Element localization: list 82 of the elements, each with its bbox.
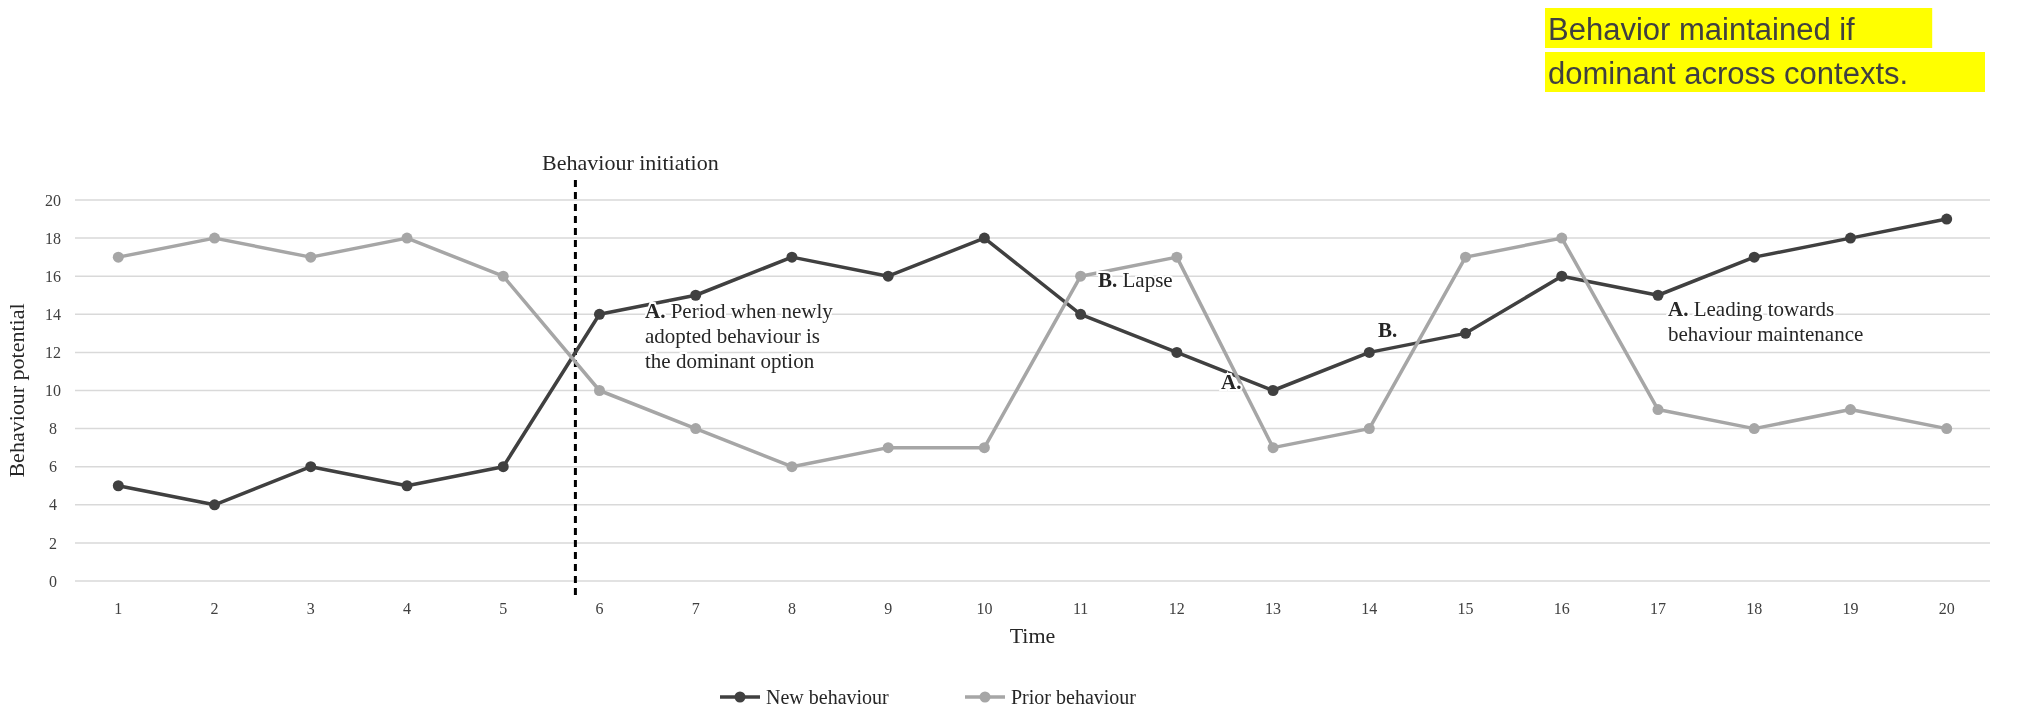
x-tick-label: 11 xyxy=(1072,600,1089,617)
x-tick-label: 2 xyxy=(210,600,219,617)
point xyxy=(209,232,221,244)
x-axis-title: Time xyxy=(1009,623,1056,648)
legend-label: New behaviour xyxy=(766,686,890,708)
point xyxy=(1748,251,1760,263)
point xyxy=(1652,289,1664,301)
point xyxy=(497,270,509,282)
x-tick-label: 19 xyxy=(1842,600,1859,617)
point xyxy=(1844,232,1856,244)
x-tick-label: 1 xyxy=(114,600,123,617)
x-tick-label: 20 xyxy=(1938,600,1955,617)
y-tick-label: 18 xyxy=(45,229,61,247)
y-tick-label: 12 xyxy=(45,344,61,361)
x-tick-label: 7 xyxy=(691,600,700,617)
point xyxy=(401,480,413,492)
point xyxy=(978,232,990,244)
point xyxy=(1460,327,1472,339)
point xyxy=(1941,423,1953,435)
x-tick-label: 9 xyxy=(884,600,893,617)
legend-label: Prior behaviour xyxy=(1011,686,1137,708)
x-tick-label: 3 xyxy=(306,600,315,617)
point xyxy=(1363,423,1375,435)
x-tick-label: 18 xyxy=(1746,600,1763,617)
annotation: B. xyxy=(1378,318,1398,342)
x-tick-label: 16 xyxy=(1553,600,1570,617)
point xyxy=(112,480,124,492)
point xyxy=(593,385,605,396)
point xyxy=(1556,232,1568,244)
ref-line-label: Behaviour initiation xyxy=(542,150,719,175)
point xyxy=(209,499,221,511)
point xyxy=(305,461,317,473)
x-tick-label: 5 xyxy=(499,600,508,617)
x-tick-label: 13 xyxy=(1265,600,1282,617)
point xyxy=(1171,251,1183,263)
point xyxy=(1748,423,1760,435)
point xyxy=(305,251,317,263)
x-tick-label: 8 xyxy=(787,600,796,617)
point xyxy=(1460,251,1472,263)
point xyxy=(593,308,605,320)
point xyxy=(690,423,702,435)
point xyxy=(112,251,124,263)
y-tick-label: 14 xyxy=(45,305,61,323)
y-tick-label: 16 xyxy=(45,267,61,285)
y-axis-title: Behaviour potential xyxy=(4,303,29,478)
point xyxy=(1075,270,1087,282)
y-tick-label: 2 xyxy=(49,534,57,552)
point xyxy=(690,289,702,301)
annotation: B. Lapse xyxy=(1098,268,1173,292)
point xyxy=(1267,385,1279,396)
point xyxy=(1844,404,1856,416)
point xyxy=(882,442,894,454)
point xyxy=(1363,346,1375,358)
annotation: A. Period when newly adopted behaviour is the dominant option xyxy=(645,299,834,373)
y-tick-label: 0 xyxy=(49,572,57,590)
point xyxy=(882,270,894,282)
x-tick-label: 17 xyxy=(1650,600,1666,617)
x-tick-label: 4 xyxy=(403,600,411,617)
x-tick-label: 12 xyxy=(1168,600,1185,617)
point xyxy=(1652,404,1664,416)
point xyxy=(1556,270,1568,282)
text: Behavior maintained if dominant across contexts. xyxy=(1548,12,1909,91)
point xyxy=(1171,346,1183,358)
point xyxy=(497,461,509,473)
y-tick-label: 6 xyxy=(49,458,57,476)
point xyxy=(978,442,990,454)
y-tick-label: 10 xyxy=(45,382,61,400)
y-tick-label: 20 xyxy=(45,191,61,209)
point xyxy=(401,232,413,244)
x-tick-label: 6 xyxy=(595,600,604,617)
point xyxy=(1941,213,1953,225)
x-tick-label: 15 xyxy=(1457,600,1474,617)
annotation: A. Leading towards behaviour maintenance xyxy=(1668,297,1864,346)
point xyxy=(1075,308,1087,320)
x-tick-label: 14 xyxy=(1361,600,1378,617)
point xyxy=(786,461,798,473)
y-tick-label: 4 xyxy=(49,496,57,514)
point xyxy=(786,251,798,263)
y-tick-label: 8 xyxy=(49,420,57,438)
annotation: A. xyxy=(1221,370,1242,394)
x-tick-label: 10 xyxy=(976,600,993,617)
point xyxy=(1267,442,1279,454)
